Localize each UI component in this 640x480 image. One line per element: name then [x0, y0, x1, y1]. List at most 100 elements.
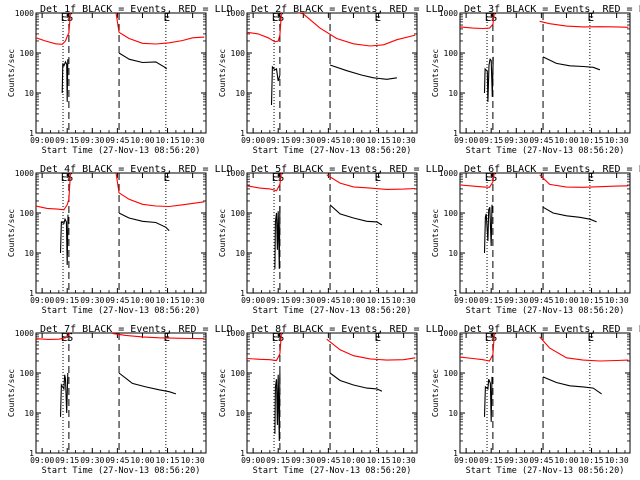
x-tick-label: 10:30 [181, 296, 205, 305]
y-tick-label: 10 [24, 89, 34, 98]
x-tick-label: 09:45 [529, 296, 553, 305]
marker-label: E [61, 11, 68, 24]
x-axis-label: Start Time (27-Nov-13 08:56:20) [466, 146, 625, 156]
x-axis-label: Start Time (27-Nov-13 08:56:20) [42, 306, 201, 316]
panel-title: Det 9f BLACK = Events, RED = LLD [464, 324, 640, 335]
panel-title: Det 7f BLACK = Events, RED = LLD [40, 324, 233, 335]
x-axis-label: Start Time (27-Nov-13 08:56:20) [466, 306, 625, 316]
x-tick-label: 10:30 [392, 456, 416, 465]
x-tick-label: 09:45 [529, 136, 553, 145]
marker-label: E [164, 171, 171, 184]
x-tick-label: 09:30 [504, 136, 528, 145]
x-tick-label: 09:00 [30, 456, 54, 465]
events-series-line [274, 205, 281, 269]
x-tick-label: 10:15 [579, 136, 603, 145]
y-tick-label: 100 [444, 209, 459, 218]
x-tick-label: 10:00 [130, 296, 154, 305]
plot-frame [459, 12, 631, 134]
panel-1: Det 1f BLACK = Events, RED = LLD 1 10 100 10… [7, 4, 233, 156]
y-tick-label: 10 [448, 409, 458, 418]
x-tick-label: 09:15 [479, 456, 503, 465]
lld-series-line [460, 13, 495, 30]
marker-label: E [485, 171, 492, 184]
marker-label: E [588, 171, 595, 184]
x-tick-label: 09:00 [241, 456, 265, 465]
y-tick-label: 1000 [15, 329, 34, 338]
x-tick-label: 09:15 [266, 456, 290, 465]
x-tick-label: 10:00 [554, 296, 578, 305]
marker-label: E [588, 11, 595, 24]
plot-frame [459, 172, 631, 294]
x-tick-label: 10:15 [366, 456, 390, 465]
lld-series-line [36, 333, 71, 340]
y-tick-label: 1 [240, 449, 245, 458]
events-series-line [542, 56, 601, 71]
y-tick-label: 1000 [439, 169, 458, 178]
x-tick-label: 10:15 [155, 456, 179, 465]
panel-7: Det 7f BLACK = Events, RED = LLD 1 10 100 10… [7, 324, 233, 476]
y-tick-label: 1 [453, 289, 458, 298]
plot-frame [459, 332, 631, 454]
x-axis-label: Start Time (27-Nov-13 08:56:20) [42, 466, 201, 476]
marker-label: E [588, 331, 595, 344]
y-tick-label: 10 [235, 249, 245, 258]
y-tick-label: 1 [240, 129, 245, 138]
x-tick-label: 09:30 [504, 296, 528, 305]
y-tick-label: 1000 [439, 329, 458, 338]
x-tick-label: 10:15 [155, 136, 179, 145]
events-series-line [59, 372, 69, 417]
lld-series-line [112, 333, 205, 340]
y-axis-label: Counts/sec [218, 369, 227, 417]
marker-label: E [164, 11, 171, 24]
x-tick-label: 09:45 [105, 456, 129, 465]
x-tick-label: 09:30 [291, 136, 315, 145]
x-tick-label: 09:00 [30, 296, 54, 305]
x-tick-label: 09:30 [291, 456, 315, 465]
marker-label: E [61, 171, 68, 184]
marker-label: E [272, 11, 279, 24]
x-tick-label: 09:30 [291, 296, 315, 305]
x-tick-label: 09:15 [55, 136, 79, 145]
events-series-line [329, 372, 383, 392]
y-tick-label: 1000 [15, 169, 34, 178]
x-tick-label: 09:00 [454, 136, 478, 145]
x-tick-label: 10:15 [366, 136, 390, 145]
lld-series-line [247, 333, 282, 362]
x-tick-label: 10:30 [181, 136, 205, 145]
events-series-line [118, 372, 177, 395]
y-tick-label: 100 [231, 369, 246, 378]
y-axis-label: Counts/sec [431, 369, 440, 417]
y-tick-label: 1000 [226, 9, 245, 18]
y-tick-label: 10 [235, 89, 245, 98]
events-series-line [483, 56, 494, 102]
x-axis-label: Start Time (27-Nov-13 08:56:20) [253, 466, 412, 476]
events-series-line [118, 212, 170, 232]
y-tick-label: 100 [20, 209, 35, 218]
y-tick-label: 100 [20, 49, 35, 58]
x-tick-label: 10:00 [341, 456, 365, 465]
marker-label: E [375, 331, 382, 344]
x-tick-label: 09:15 [55, 296, 79, 305]
x-tick-label: 09:30 [80, 456, 104, 465]
x-tick-label: 09:45 [316, 296, 340, 305]
panel-title: Det 6f BLACK = Events, RED = LLD [464, 164, 640, 175]
plot-frame [35, 332, 207, 454]
x-tick-label: 09:45 [105, 296, 129, 305]
x-tick-label: 10:00 [130, 136, 154, 145]
y-tick-label: 1 [453, 449, 458, 458]
panel-5: Det 5f BLACK = Events, RED = LLD 1 10 100 10… [218, 164, 444, 316]
x-axis-label: Start Time (27-Nov-13 08:56:20) [42, 146, 201, 156]
panel-title: Det 2f BLACK = Events, RED = LLD [251, 4, 444, 15]
events-series-line [542, 376, 602, 395]
lld-series-line [460, 173, 495, 188]
panel-4: Det 4f BLACK = Events, RED = LLD 1 10 100 10… [7, 164, 233, 316]
panel-title: Det 8f BLACK = Events, RED = LLD [251, 324, 444, 335]
x-tick-label: 10:00 [554, 136, 578, 145]
y-axis-label: Counts/sec [218, 209, 227, 257]
events-series-line [329, 64, 397, 80]
panel-6: Det 6f BLACK = Events, RED = LLD 1 10 100 10… [431, 164, 640, 316]
marker-label: E [485, 11, 492, 24]
x-tick-label: 09:30 [80, 136, 104, 145]
x-tick-label: 10:30 [605, 456, 629, 465]
y-tick-label: 10 [448, 89, 458, 98]
